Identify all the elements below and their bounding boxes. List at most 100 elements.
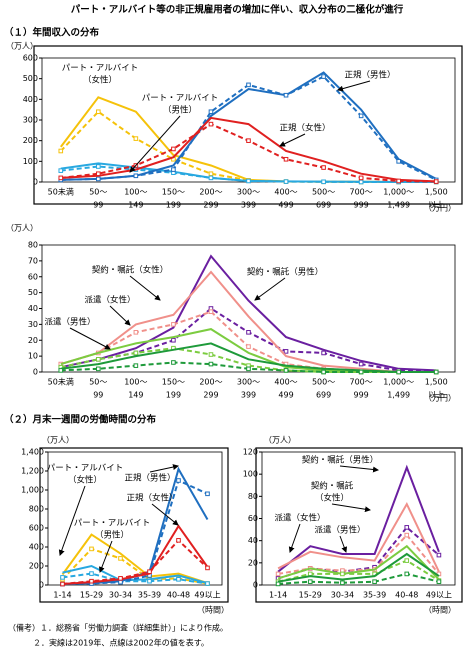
annotation-arrow	[279, 133, 306, 147]
x-tick-label: 699	[316, 201, 331, 210]
annotation-arrow	[151, 503, 179, 526]
x-tick-label: 50～	[89, 378, 107, 387]
point-marker	[96, 357, 101, 362]
point-marker	[96, 171, 101, 177]
y-tick-label: 300	[23, 116, 38, 125]
x-tick-label: 149	[128, 201, 143, 210]
point-marker	[246, 138, 251, 143]
point-marker	[96, 109, 101, 115]
y-tick-label: 100	[23, 157, 38, 166]
point-marker	[60, 581, 65, 587]
x-axis-label: （万円）	[424, 204, 456, 213]
plot-frame	[47, 451, 223, 586]
x-tick-label: 99	[93, 391, 103, 400]
y-tick-label: 30	[28, 320, 38, 329]
y-tick-label: 400	[23, 95, 38, 104]
point-marker	[321, 350, 326, 356]
y-tick-label: 80	[248, 492, 258, 501]
point-marker	[133, 330, 139, 335]
series-line	[278, 572, 440, 585]
x-tick-label: 49以上	[194, 591, 220, 600]
annotation: 契約・嘱託（女性）	[92, 265, 169, 276]
point-marker	[118, 579, 123, 585]
annotation: 契約・嘱託（男性）	[247, 267, 324, 278]
point-marker	[208, 109, 214, 115]
point-marker	[171, 167, 176, 172]
chart-frame	[33, 45, 463, 205]
point-marker	[208, 171, 214, 177]
series-line	[60, 254, 437, 372]
point-marker	[208, 352, 214, 357]
y-tick-label: 20	[28, 336, 38, 345]
point-marker	[433, 369, 439, 375]
x-tick-label: 99	[93, 201, 103, 210]
point-marker	[283, 179, 289, 184]
annotation-arrow	[331, 503, 371, 513]
point-marker	[404, 571, 410, 577]
series-line	[60, 307, 437, 373]
point-marker	[275, 581, 281, 587]
series-line	[60, 310, 437, 373]
point-marker	[404, 532, 410, 538]
series-line	[62, 572, 208, 585]
point-marker	[358, 369, 364, 375]
point-marker	[176, 577, 181, 582]
point-marker	[118, 576, 123, 581]
series-line	[61, 547, 208, 585]
y-tick-label: 0	[33, 368, 38, 377]
x-tick-label: 1,499	[387, 391, 410, 400]
annotation: 契約・嘱託	[311, 481, 354, 492]
x-axis-label: （時間）	[424, 606, 456, 615]
point-marker	[133, 173, 139, 179]
point-marker	[436, 552, 442, 558]
point-marker	[133, 350, 139, 356]
series-line	[277, 544, 440, 581]
x-tick-label: 1,500	[425, 378, 448, 387]
annotation: 正規（女性）	[279, 123, 330, 134]
x-tick-label: 1,000～	[383, 378, 414, 387]
annotation: パート・アルバイト	[74, 519, 150, 529]
point-marker	[283, 349, 289, 354]
point-marker	[372, 579, 377, 584]
point-marker	[133, 363, 139, 368]
y-tick-label: 60	[248, 514, 258, 523]
x-tick-label: 40-48	[395, 591, 418, 600]
section-heading: （１）年間収入の分布	[4, 27, 100, 39]
x-tick-label: 199	[166, 391, 181, 400]
point-marker	[208, 175, 214, 181]
point-marker	[283, 368, 289, 373]
point-marker	[283, 156, 289, 162]
annotation: 正規（男性）	[344, 70, 395, 81]
x-tick-label: 100～	[124, 378, 147, 387]
y-tick-label: 70	[28, 256, 38, 265]
annotation-arrow	[339, 535, 348, 553]
x-tick-label: 150～	[162, 378, 185, 387]
y-tick-label: 120	[243, 448, 258, 457]
annotation: 派遣（男性）	[314, 525, 365, 536]
annotation: 正規（男性）	[124, 473, 175, 484]
annotation-arrow	[288, 523, 301, 553]
y-tick-label: 50	[28, 288, 38, 297]
point-marker	[58, 148, 64, 154]
x-tick-label: 50～	[89, 188, 107, 197]
annotation-arrow	[337, 80, 371, 92]
note: （備考）１．総務省「労働力調査（詳細集計）」により作成。	[8, 623, 228, 633]
point-marker	[133, 136, 139, 141]
y-tick-label: 10	[28, 352, 38, 361]
point-marker	[171, 360, 176, 365]
x-tick-label: 200～	[199, 378, 222, 387]
y-tick-label: 100	[243, 470, 258, 479]
annotation-arrow	[254, 277, 286, 301]
y-tick-label: 0	[253, 581, 258, 590]
x-tick-label: 700～	[349, 188, 372, 197]
annotation: 派遣（女性）	[274, 513, 325, 524]
series-line	[60, 75, 437, 181]
y-axis-label: （万人）	[42, 436, 74, 445]
point-marker	[208, 121, 214, 127]
series-line	[60, 342, 437, 373]
point-marker	[358, 113, 364, 119]
point-marker	[89, 546, 94, 552]
annotation: （男性）	[95, 530, 129, 541]
point-marker	[275, 571, 281, 577]
